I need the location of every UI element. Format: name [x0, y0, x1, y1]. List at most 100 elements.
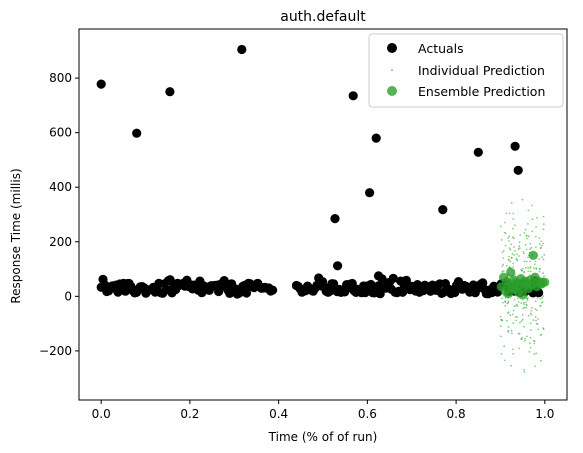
individual-prediction-point	[511, 348, 514, 351]
chart-title: auth.default	[280, 9, 366, 25]
individual-prediction-point	[518, 332, 521, 335]
individual-prediction-point	[513, 254, 516, 256]
individual-prediction-point	[509, 260, 512, 263]
individual-prediction-point	[540, 240, 543, 243]
individual-prediction-point	[510, 243, 513, 246]
individual-prediction-point	[534, 260, 537, 263]
actuals-point	[371, 133, 381, 143]
individual-prediction-point	[507, 312, 509, 315]
individual-prediction-point	[540, 301, 543, 304]
legend-label-individual: Individual Prediction	[418, 63, 545, 78]
actuals-point	[132, 128, 142, 138]
individual-prediction-point	[526, 297, 528, 300]
individual-prediction-point	[516, 253, 518, 256]
individual-prediction-point	[515, 319, 518, 322]
individual-prediction-point	[522, 301, 525, 304]
individual-prediction-point	[531, 307, 533, 309]
individual-prediction-point	[542, 327, 545, 330]
individual-prediction-point	[542, 223, 545, 226]
actuals-point	[241, 288, 252, 298]
individual-prediction-point	[525, 248, 528, 251]
individual-prediction-point	[523, 252, 525, 255]
y-tick-label: 200	[49, 235, 72, 249]
ensemble-prediction-point	[540, 277, 550, 287]
x-tick-label: 0.6	[358, 407, 377, 421]
legend-label-ensemble: Ensemble Prediction	[418, 84, 545, 99]
individual-prediction-point	[534, 315, 537, 318]
individual-prediction-point	[542, 242, 545, 245]
individual-prediction-point	[507, 331, 510, 333]
individual-prediction-point	[512, 322, 515, 324]
individual-prediction-point	[535, 352, 538, 355]
individual-prediction-point	[518, 247, 521, 250]
individual-prediction-point	[533, 267, 535, 269]
individual-prediction-point	[507, 326, 510, 328]
actuals-point	[333, 261, 343, 271]
individual-prediction-point	[502, 257, 505, 259]
individual-prediction-point	[540, 359, 542, 362]
individual-prediction-point	[536, 297, 539, 300]
individual-prediction-point	[510, 364, 512, 367]
legend-marker-individual	[391, 69, 393, 71]
individual-prediction-point	[536, 216, 538, 219]
individual-prediction-point	[515, 303, 518, 306]
x-axis-label: Time (% of of run)	[268, 430, 378, 444]
individual-prediction-point	[499, 315, 502, 318]
individual-prediction-point	[529, 336, 532, 339]
individual-prediction-point	[527, 235, 530, 238]
individual-prediction-point	[526, 335, 528, 338]
individual-prediction-point	[510, 329, 513, 332]
individual-prediction-point	[524, 339, 526, 342]
individual-prediction-point	[528, 350, 531, 353]
individual-prediction-point	[506, 319, 508, 322]
individual-prediction-point	[532, 319, 535, 321]
actuals-point	[510, 141, 520, 151]
y-axis-label: Response Time (millis)	[9, 168, 23, 303]
individual-prediction-point	[534, 308, 537, 310]
actuals-point	[330, 214, 340, 224]
individual-prediction-point	[527, 256, 529, 259]
individual-prediction-point	[520, 302, 523, 304]
individual-prediction-point	[521, 336, 523, 339]
individual-prediction-point	[522, 267, 524, 270]
individual-prediction-point	[508, 235, 511, 238]
individual-prediction-point	[524, 267, 527, 269]
individual-prediction-point	[512, 218, 514, 220]
legend-frame	[368, 33, 564, 108]
individual-prediction-point	[518, 255, 521, 257]
individual-prediction-point	[529, 328, 532, 331]
individual-prediction-point	[542, 215, 545, 218]
individual-prediction-point	[522, 307, 525, 310]
individual-prediction-point	[541, 256, 543, 259]
actuals-point	[438, 205, 448, 215]
actuals-point	[513, 165, 523, 175]
individual-prediction-point	[533, 342, 536, 345]
plot-area	[96, 44, 550, 373]
individual-prediction-point	[535, 267, 538, 270]
individual-prediction-point	[504, 301, 507, 303]
individual-prediction-point	[521, 314, 524, 316]
individual-prediction-point	[513, 298, 516, 301]
actuals-point	[365, 188, 375, 198]
individual-prediction-point	[527, 223, 529, 225]
individual-prediction-point	[511, 253, 514, 255]
individual-prediction-point	[523, 231, 526, 234]
individual-prediction-point	[537, 328, 540, 331]
individual-prediction-point	[523, 306, 526, 309]
individual-prediction-point	[516, 259, 519, 262]
individual-prediction-point	[504, 304, 507, 307]
individual-prediction-point	[513, 305, 516, 308]
individual-prediction-point	[525, 260, 528, 263]
actuals-point	[96, 79, 106, 89]
individual-prediction-point	[503, 231, 506, 234]
legend-label-actuals: Actuals	[418, 41, 464, 56]
individual-prediction-point	[502, 263, 505, 266]
individual-prediction-point	[538, 258, 540, 260]
individual-prediction-point	[533, 340, 535, 342]
individual-prediction-point	[521, 269, 523, 272]
individual-prediction-point	[531, 204, 533, 207]
individual-prediction-point	[525, 306, 528, 309]
individual-prediction-point	[519, 321, 521, 324]
individual-prediction-point	[519, 234, 522, 236]
individual-prediction-point	[538, 270, 541, 273]
